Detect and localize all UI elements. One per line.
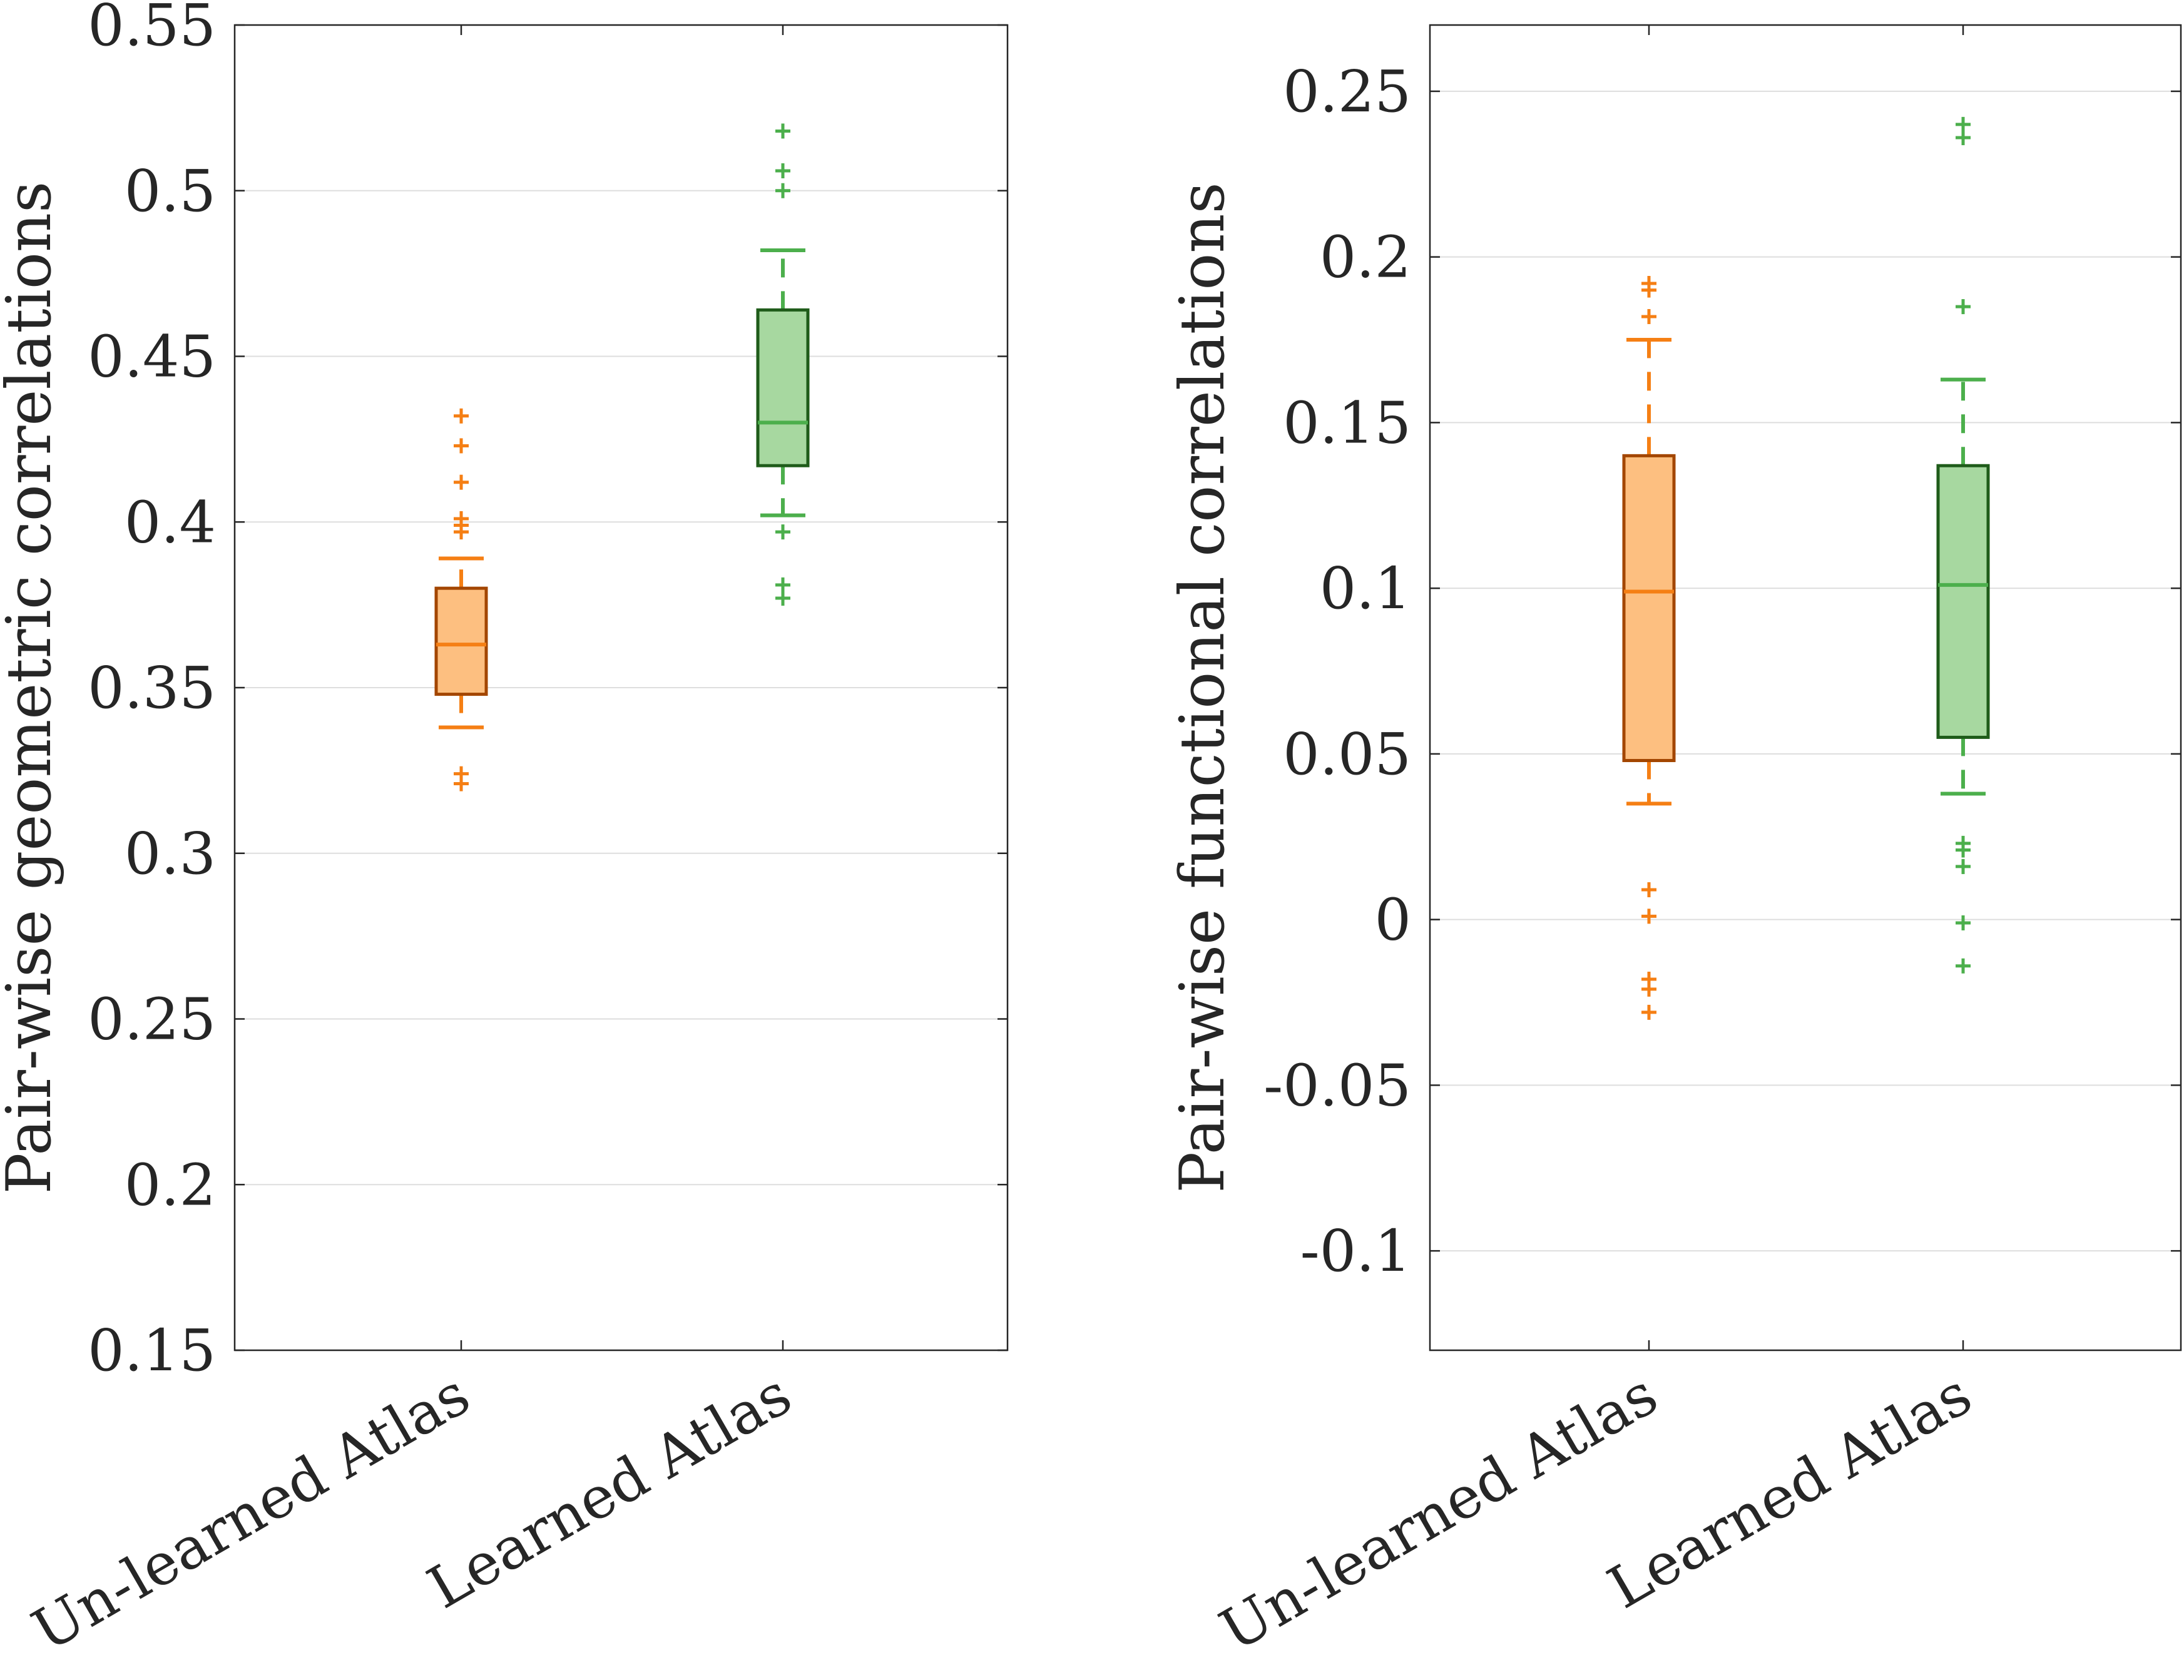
outlier-point xyxy=(454,408,469,424)
y-tick-label: 0.3 xyxy=(125,820,216,887)
box-plots xyxy=(1622,116,1990,1020)
outlier-point xyxy=(1956,299,1971,315)
y-tick-label: 0.25 xyxy=(1283,58,1411,125)
y-tick-label: 0.45 xyxy=(88,323,216,390)
y-tick-label: 0.55 xyxy=(88,0,216,59)
box-unlearned-atlas xyxy=(1622,276,1676,1020)
y-tick-labels: 0.15 0.2 0.25 0.3 0.35 0.4 0.45 0.5 0.55 xyxy=(88,0,216,1384)
y-tick-label: 0.4 xyxy=(125,489,216,556)
y-tick-label: 0.25 xyxy=(88,986,216,1053)
axes-frame xyxy=(1429,24,2182,1352)
y-gridlines xyxy=(1430,90,2181,1252)
y-tick-label: -0.05 xyxy=(1263,1052,1411,1119)
x-category-label: Un-learned Atlas xyxy=(1209,1360,1668,1664)
outlier-point xyxy=(1641,1004,1656,1020)
y-tick-label: 0.15 xyxy=(88,1317,216,1384)
y-tick-label: -0.1 xyxy=(1300,1218,1411,1285)
outlier-point xyxy=(1641,308,1656,324)
y-tick-label: 0.2 xyxy=(125,1151,216,1218)
y-tick-label: 0.05 xyxy=(1283,721,1411,788)
box-plots xyxy=(434,123,810,792)
y-axis-title: Pair-wise functional correlations xyxy=(1167,182,1238,1193)
box-unlearned-atlas xyxy=(434,408,488,792)
outlier-point xyxy=(1641,882,1656,897)
y-tick-label: 0.15 xyxy=(1283,389,1411,456)
axes-frame xyxy=(233,24,1009,1352)
y-tick-label: 0.5 xyxy=(125,158,216,225)
y-tick-label: 0.35 xyxy=(88,654,216,721)
outlier-point xyxy=(775,123,790,139)
outlier-point xyxy=(775,524,790,540)
box-learned-atlas xyxy=(1936,116,1990,974)
outlier-point xyxy=(775,183,790,198)
outlier-point xyxy=(454,511,469,526)
x-category-label: Learned Atlas xyxy=(417,1360,802,1621)
outlier-point xyxy=(775,577,790,593)
geometric-correlation-panel: 0.15 0.2 0.25 0.3 0.35 0.4 0.45 0.5 0.55 Un-lear… xyxy=(0,0,1009,1664)
box-iqr xyxy=(756,308,810,467)
outlier-point xyxy=(1956,835,1971,851)
y-tick-label: 0.2 xyxy=(1320,224,1411,291)
functional-correlation-panel: -0.1 -0.05 0 0.05 0.1 0.15 0.2 0.25 Un-learned … xyxy=(1167,24,2182,1664)
y-tick-label: 0 xyxy=(1374,887,1411,954)
y-tick-label: 0.1 xyxy=(1320,555,1411,622)
x-category-label: Un-learned Atlas xyxy=(21,1360,481,1664)
box-iqr xyxy=(434,586,488,696)
plot-area xyxy=(1430,25,2181,1350)
outlier-point xyxy=(775,591,790,606)
outlier-point xyxy=(1956,130,1971,146)
box-iqr xyxy=(1936,464,1990,739)
outlier-point xyxy=(775,163,790,178)
y-tick-labels: -0.1 -0.05 0 0.05 0.1 0.15 0.2 0.25 xyxy=(1263,58,1411,1285)
outlier-point xyxy=(454,438,469,454)
outlier-point xyxy=(1641,909,1656,924)
outlier-point xyxy=(454,474,469,490)
outlier-point xyxy=(1956,915,1971,930)
outlier-point xyxy=(454,766,469,781)
box-learned-atlas xyxy=(756,123,810,606)
box-iqr xyxy=(1622,454,1676,762)
y-axis-title: Pair-wise geometric correlations xyxy=(0,181,65,1194)
outlier-point xyxy=(1956,958,1971,974)
y-ticks xyxy=(1430,25,2181,1350)
outlier-point xyxy=(1956,858,1971,874)
outlier-point xyxy=(1956,116,1971,132)
outlier-point xyxy=(1641,971,1656,987)
outlier-point xyxy=(1641,276,1656,292)
